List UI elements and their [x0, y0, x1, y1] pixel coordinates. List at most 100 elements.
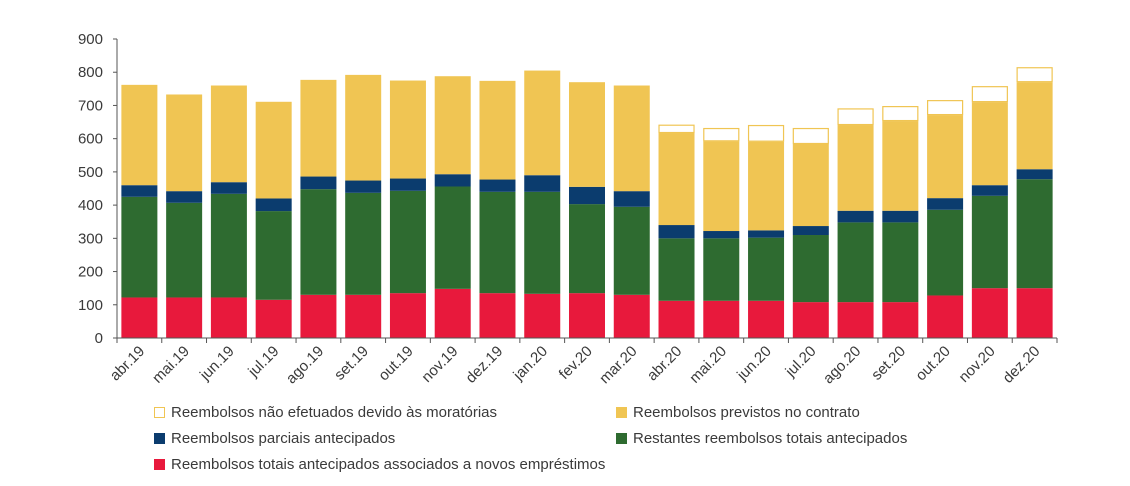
- bar-segment-previstos-jul.19: [255, 101, 292, 199]
- x-tick-label-mar.20: mar.20: [596, 343, 640, 387]
- x-tick-label-jul.20: jul.20: [782, 343, 820, 381]
- bar-segment-restantes_totais-abr.19: [121, 196, 158, 298]
- bar-segment-restantes_totais-out.20: [927, 209, 964, 296]
- bar-segment-previstos-out.20: [927, 115, 964, 199]
- bar-segment-restantes_totais-mai.20: [703, 238, 740, 301]
- bar-segment-nao_efetuados-set.20: [882, 106, 919, 122]
- bar-segment-nao_efetuados-jul.20: [792, 127, 829, 145]
- x-tick-label-abr.20: abr.20: [644, 343, 686, 385]
- y-tick-label: 200: [78, 264, 103, 281]
- bar-segment-restantes_totais-set.20: [882, 222, 919, 303]
- bar-segment-previstos-jan.20: [524, 70, 561, 176]
- bar-segment-parciais-jun.19: [210, 182, 247, 194]
- bar-segment-parciais-out.19: [389, 178, 426, 191]
- bar-segment-parciais-mai.20: [703, 231, 740, 239]
- bar-segment-previstos-jun.19: [210, 85, 247, 183]
- bar-segment-totais_novos-dez.20: [1016, 288, 1053, 338]
- bar-segment-parciais-jul.20: [792, 226, 829, 236]
- x-tick-label-ago.19: ago.19: [283, 343, 327, 387]
- bar-segment-previstos-set.20: [882, 121, 919, 211]
- bar-segment-nao_efetuados-abr.20: [658, 124, 695, 134]
- bar-segment-previstos-set.19: [345, 74, 382, 181]
- bar-segment-restantes_totais-fev.20: [569, 204, 605, 294]
- y-axis: 0 100 200 300 400 500 600 700 800 900: [78, 31, 118, 347]
- x-tick-label-jun.19: jun.19: [196, 343, 238, 385]
- bar-segment-parciais-mai.19: [166, 191, 203, 203]
- bar-segment-totais_novos-set.19: [345, 294, 382, 338]
- bar-segment-restantes_totais-mar.20: [613, 206, 650, 295]
- bar-segment-nao_efetuados-dez.20: [1016, 67, 1053, 83]
- x-tick-label-nov.20: nov.20: [956, 343, 999, 386]
- bar-segment-restantes_totais-ago.19: [300, 189, 337, 295]
- bar-segment-parciais-mar.20: [613, 191, 650, 207]
- x-tick-label-ago.20: ago.20: [820, 343, 864, 387]
- bar-segment-previstos-jun.20: [748, 141, 785, 231]
- bar-segment-previstos-dez.20: [1016, 82, 1053, 170]
- bars-layer: [121, 67, 1053, 338]
- bar-segment-totais_novos-ago.19: [300, 294, 337, 338]
- x-tick-label-nov.19: nov.19: [418, 343, 461, 386]
- bar-segment-parciais-jan.20: [524, 175, 561, 192]
- x-tick-label-set.19: set.19: [331, 343, 372, 384]
- bar-segment-parciais-out.20: [927, 198, 964, 210]
- bar-segment-previstos-abr.20: [658, 133, 695, 226]
- bar-segment-totais_novos-jun.19: [210, 297, 247, 338]
- bar-segment-parciais-set.19: [345, 180, 382, 193]
- y-tick-label: 0: [95, 330, 103, 347]
- bar-segment-restantes_totais-abr.20: [658, 238, 695, 301]
- bar-segment-restantes_totais-jul.20: [792, 235, 829, 303]
- bar-segment-totais_novos-out.19: [389, 293, 426, 338]
- x-tick-label-jul.19: jul.19: [244, 343, 282, 381]
- bar-segment-parciais-set.20: [882, 210, 919, 223]
- bar-segment-restantes_totais-nov.19: [434, 186, 471, 289]
- x-axis: abr.19 mai.19 jun.19 jul.19 ago.19 set.19 out.…: [107, 337, 1058, 387]
- bar-segment-restantes_totais-jul.19: [255, 211, 292, 300]
- bar-segment-totais_novos-abr.19: [121, 297, 158, 338]
- bar-segment-nao_efetuados-ago.20: [837, 108, 874, 126]
- bar-segment-totais_novos-ago.20: [837, 302, 874, 338]
- bar-segment-previstos-ago.19: [300, 79, 337, 177]
- bar-segment-restantes_totais-jun.20: [748, 237, 785, 301]
- x-tick-label-jun.20: jun.20: [733, 343, 775, 385]
- bar-segment-totais_novos-dez.19: [479, 293, 516, 338]
- bar-segment-parciais-nov.19: [434, 174, 471, 187]
- bar-segment-previstos-nov.20: [971, 102, 1008, 186]
- x-tick-label-mai.19: mai.19: [149, 343, 193, 387]
- bar-segment-parciais-jun.20: [748, 230, 785, 238]
- bar-segment-parciais-abr.19: [121, 185, 158, 197]
- bar-segment-nao_efetuados-out.20: [926, 100, 964, 116]
- bar-segment-parciais-abr.20: [658, 225, 695, 239]
- bar-segment-parciais-jul.19: [255, 198, 292, 212]
- bar-segment-restantes_totais-dez.19: [479, 191, 516, 294]
- bar-segment-restantes_totais-set.19: [345, 192, 382, 295]
- bar-segment-totais_novos-abr.20: [658, 300, 695, 338]
- bar-segment-nao_efetuados-jun.20: [747, 124, 785, 142]
- y-tick-label: 600: [78, 131, 103, 148]
- bar-segment-previstos-abr.19: [121, 84, 158, 186]
- x-tick-label-out.20: out.20: [912, 343, 954, 385]
- bar-segment-totais_novos-jul.20: [792, 302, 829, 338]
- x-tick-label-jan.20: jan.20: [509, 343, 551, 385]
- bar-segment-previstos-jul.20: [792, 143, 829, 227]
- bar-segment-parciais-dez.19: [479, 179, 516, 192]
- bar-segment-totais_novos-nov.20: [971, 288, 1008, 338]
- bar-segment-restantes_totais-dez.20: [1016, 179, 1053, 289]
- y-tick-label: 400: [78, 197, 103, 214]
- y-tick-label: 700: [78, 97, 103, 114]
- bar-segment-previstos-dez.19: [479, 80, 516, 180]
- bar-segment-totais_novos-jul.19: [255, 299, 292, 338]
- bar-segment-restantes_totais-mai.19: [166, 202, 203, 298]
- bar-segment-restantes_totais-out.19: [389, 190, 426, 294]
- x-tick-label-abr.19: abr.19: [107, 343, 149, 385]
- bar-segment-parciais-ago.19: [300, 176, 337, 190]
- y-tick-label: 900: [78, 31, 103, 48]
- bar-segment-totais_novos-mai.19: [166, 297, 203, 338]
- bar-segment-parciais-nov.20: [971, 185, 1008, 196]
- bar-segment-previstos-out.19: [389, 80, 426, 179]
- bar-segment-previstos-mai.19: [166, 94, 203, 192]
- bar-segment-restantes_totais-nov.20: [971, 195, 1008, 289]
- x-tick-label-mai.20: mai.20: [686, 343, 730, 387]
- x-tick-label-dez.20: dez.20: [1000, 343, 1044, 387]
- bar-segment-parciais-ago.20: [837, 210, 874, 223]
